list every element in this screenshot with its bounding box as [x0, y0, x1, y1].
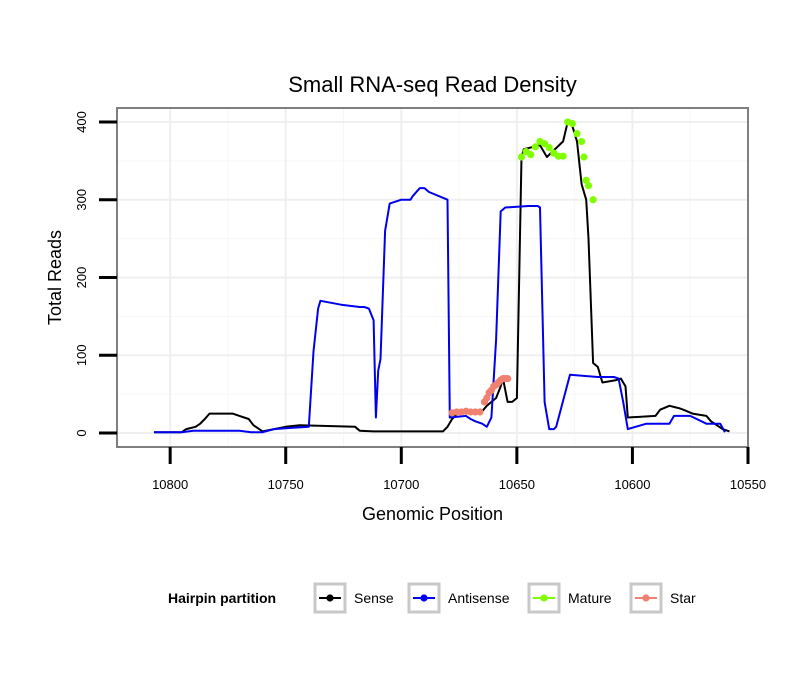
legend-item-mature: Mature [527, 582, 612, 614]
legend-key-point [540, 594, 548, 602]
point-mature [584, 182, 593, 190]
legend-item-antisense: Antisense [407, 582, 510, 614]
x-tick-label: 10550 [730, 477, 766, 492]
x-tick-label: 10650 [499, 477, 535, 492]
point-mature [568, 119, 576, 128]
point-mature [517, 153, 526, 161]
x-axis-title: Genomic Position [362, 504, 503, 524]
y-tick-label: 300 [74, 189, 89, 211]
point-mature [573, 130, 581, 138]
point-mature [589, 196, 597, 204]
legend-key-point [326, 594, 334, 602]
point-mature [527, 151, 535, 159]
legend-label: Mature [568, 590, 612, 606]
point-mature [580, 153, 588, 161]
y-tick-label: 0 [74, 429, 89, 436]
x-tick-label: 10800 [152, 477, 188, 492]
legend-label: Antisense [448, 590, 510, 606]
y-tick-label: 200 [74, 267, 89, 289]
point-mature [559, 152, 567, 160]
point-star [504, 374, 512, 383]
y-tick-label: 100 [74, 344, 89, 366]
point-mature [531, 143, 539, 151]
legend-key-point [420, 594, 428, 602]
legend-label: Star [670, 590, 696, 606]
y-axis-title: Total Reads [45, 230, 65, 325]
point-mature [582, 176, 590, 184]
legend-label: Sense [354, 590, 394, 606]
point-mature [545, 144, 553, 152]
x-tick-label: 10750 [268, 477, 304, 492]
y-tick-label: 400 [74, 111, 89, 133]
point-mature [577, 137, 586, 146]
point-star [476, 408, 484, 416]
x-tick-label: 10700 [383, 477, 419, 492]
legend-item-sense: Sense [313, 582, 394, 614]
series-line-sense [154, 121, 730, 434]
x-tick-label: 10600 [614, 477, 650, 492]
series-line-antisense [154, 187, 726, 434]
point-star [483, 394, 491, 402]
legend: Hairpin partition Sense Antisense Mature St… [168, 582, 696, 614]
legend-key-point [642, 594, 650, 602]
legend-item-star: Star [629, 582, 696, 614]
legend-title: Hairpin partition [168, 590, 276, 606]
chart-title: Small RNA-seq Read Density [288, 72, 577, 97]
